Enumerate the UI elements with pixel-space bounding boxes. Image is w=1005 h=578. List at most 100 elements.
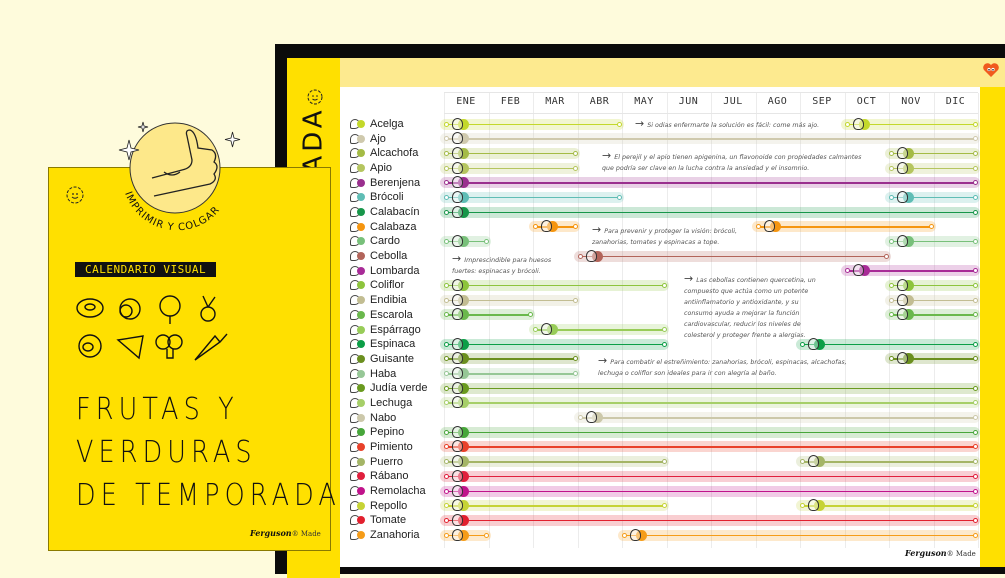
annotation-estrenimiento: → Para combatir el estreñimiento: zanahor…	[598, 354, 847, 377]
grid-line	[622, 93, 623, 548]
vegetable-icon	[350, 324, 366, 336]
season-line	[448, 299, 574, 302]
vegetable-marker	[458, 338, 469, 350]
season-start-dot	[444, 517, 449, 523]
season-end-dot	[572, 356, 578, 362]
month-header: MAY	[634, 96, 654, 107]
vegetable-label: Brócoli	[370, 191, 404, 204]
month-header: AGO	[767, 96, 788, 107]
season-line	[448, 373, 574, 375]
season-start-dot	[444, 238, 449, 244]
season-end-dot	[661, 282, 667, 288]
season-start-dot	[533, 224, 538, 230]
season-line	[448, 490, 974, 492]
season-line	[448, 182, 974, 184]
season-start-dot	[889, 356, 894, 362]
season-bar	[885, 293, 980, 306]
vegetable-marker	[814, 500, 825, 512]
season-end-dot	[973, 385, 978, 391]
season-bar	[885, 234, 980, 247]
vegetable-label: Calabacín	[370, 206, 420, 219]
grid-line	[800, 93, 801, 548]
season-bar	[529, 323, 669, 336]
vegetable-marker	[814, 456, 825, 468]
vegetable-sketch-icon	[897, 146, 908, 159]
vegetable-icon	[350, 279, 366, 291]
season-bar	[885, 308, 980, 321]
season-start-dot	[444, 341, 449, 347]
season-bar	[885, 278, 980, 291]
season-line	[448, 446, 974, 448]
vegetable-marker	[458, 485, 469, 497]
vegetable-label: Berenjena	[370, 176, 421, 189]
card-brand-logo: Ferguson® Made	[250, 528, 321, 538]
vegetable-marker	[458, 397, 469, 409]
season-bar	[440, 278, 669, 291]
season-end-dot	[973, 194, 978, 200]
season-start-dot	[622, 532, 627, 538]
brand-suffix: ® Made	[291, 530, 321, 538]
season-line	[804, 505, 974, 507]
smiley-flower-icon	[66, 186, 84, 204]
vegetable-label: Endibia	[370, 294, 407, 307]
season-line	[893, 240, 974, 243]
season-line	[448, 343, 663, 346]
season-line	[448, 123, 618, 125]
season-start-dot	[444, 136, 449, 142]
season-bar	[440, 308, 535, 321]
season-end-dot	[528, 312, 533, 318]
vegetable-marker	[636, 529, 647, 541]
season-start-dot	[444, 532, 449, 538]
vegetable-sketch-icon	[852, 264, 864, 277]
vegetable-marker	[458, 309, 469, 321]
season-end-dot	[973, 121, 978, 127]
vegetable-icon	[350, 397, 366, 409]
annotation-text: Las cebollas contienen quercetina, un co…	[684, 277, 816, 339]
vegetable-marker	[458, 514, 469, 526]
grid-line	[933, 93, 935, 548]
season-start-dot	[444, 371, 449, 377]
season-end-dot	[661, 503, 667, 509]
vegetable-sketch-icon	[452, 337, 463, 350]
vegetable-sketch-icon	[852, 117, 864, 130]
season-bar	[440, 367, 580, 380]
vegetable-sketch-icon	[452, 146, 463, 159]
vegetable-sketch-icon	[585, 411, 597, 424]
vegetable-icon	[350, 265, 366, 277]
vegetable-sketch-icon	[452, 381, 463, 394]
season-end-dot	[928, 224, 934, 230]
season-line	[804, 461, 974, 463]
season-start-dot	[889, 165, 894, 171]
annotation-text: Para prevenir y proteger la visión: bróc…	[592, 228, 738, 246]
vegetable-sketch-icon	[452, 205, 463, 218]
season-end-dot	[661, 341, 667, 347]
vegetable-label: Lombarda	[370, 264, 420, 277]
season-bar	[885, 146, 980, 159]
season-end-dot	[973, 282, 978, 288]
artichoke-icon	[159, 295, 181, 324]
season-line	[893, 167, 974, 170]
season-start-dot	[889, 238, 894, 244]
title-line: VERDURAS	[76, 435, 257, 470]
month-header: OCT	[856, 96, 877, 107]
season-bar	[796, 499, 980, 512]
season-line	[626, 534, 974, 537]
month-header: MAR	[545, 96, 565, 107]
season-end-dot	[572, 371, 578, 377]
grid-line	[577, 93, 579, 548]
vegetable-sketch-icon	[452, 308, 463, 321]
poster-vertical-title-text: ADA	[298, 106, 329, 174]
vegetable-icon	[350, 177, 366, 189]
vegetable-label: Espárrago	[370, 323, 421, 336]
season-start-dot	[444, 165, 449, 171]
season-bar	[440, 396, 980, 409]
season-bar	[440, 499, 669, 512]
vegetable-label: Repollo	[370, 499, 408, 512]
season-line	[448, 152, 574, 155]
vegetable-icon	[350, 382, 366, 394]
season-start-dot	[444, 297, 449, 303]
vegetable-sketch-icon	[897, 308, 908, 321]
vegetable-marker	[458, 529, 469, 541]
vegetable-label: Coliflor	[370, 279, 405, 292]
season-line	[759, 226, 930, 228]
